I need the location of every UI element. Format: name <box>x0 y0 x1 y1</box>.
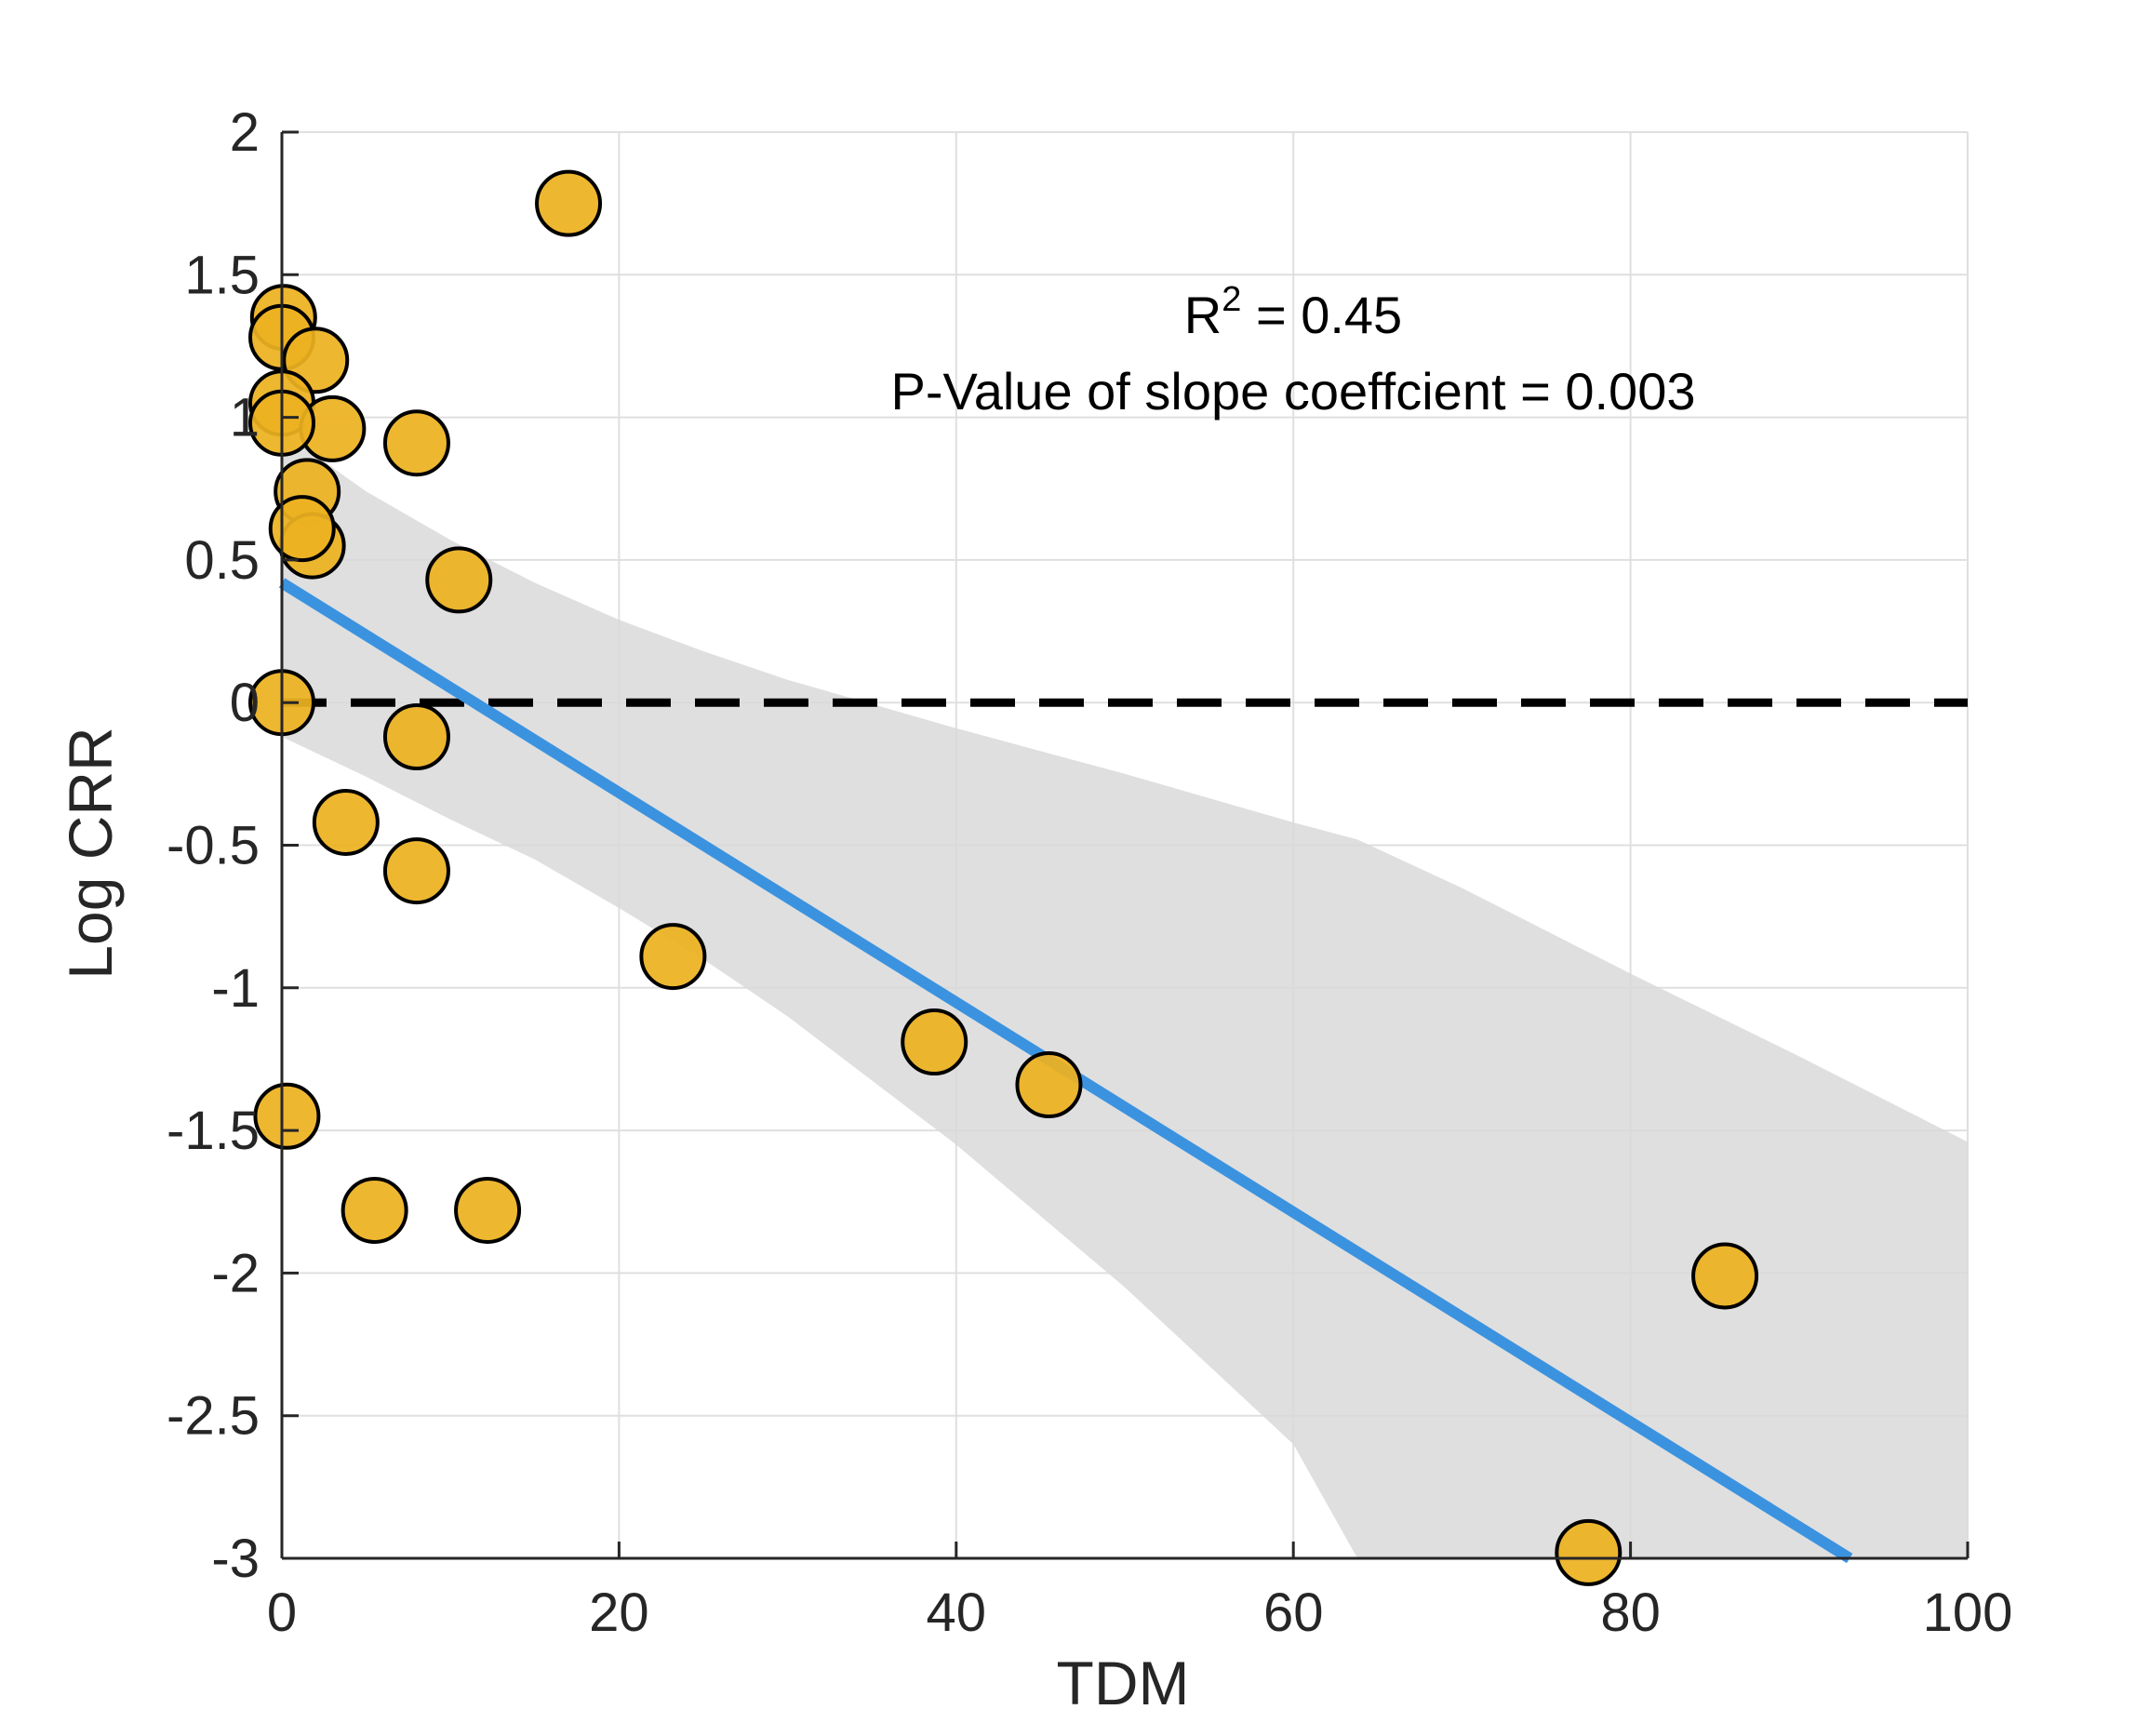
r2-superscript: 2 <box>1222 280 1241 319</box>
tick-labels: 0 20 40 60 80 100 -3 -2.5 -2 -1.5 -1 -0.5 0 0.5 1 1.5 2 <box>167 102 2012 1643</box>
y-axis-title: Log CRR <box>56 727 125 979</box>
data-point-23 <box>1555 1518 1623 1586</box>
data-point-20 <box>341 1176 408 1244</box>
data-point-22 <box>1691 1242 1759 1310</box>
annotation-r2: R2 = 0.45 <box>1184 280 1402 344</box>
x-tick-label-4: 80 <box>1600 1582 1661 1643</box>
data-point-10 <box>268 495 336 563</box>
data-point-16 <box>639 923 707 991</box>
data-points <box>248 169 1759 1586</box>
data-point-17 <box>901 1008 968 1076</box>
data-point-0 <box>535 169 603 237</box>
y-tick-label-8: 1 <box>230 388 260 448</box>
y-tick-label-7: 0.5 <box>184 530 260 591</box>
y-tick-label-6: 0 <box>230 673 260 733</box>
x-axis-title: TDM <box>1057 1649 1190 1717</box>
data-point-18 <box>1015 1051 1083 1119</box>
axes <box>280 130 1970 1560</box>
r2-value: = 0.45 <box>1241 286 1402 344</box>
x-tick-label-0: 0 <box>267 1582 297 1643</box>
confidence-band-group <box>282 431 1968 1558</box>
x-tick-label-3: 60 <box>1263 1582 1324 1643</box>
r2-label: R <box>1184 286 1222 344</box>
svg-text:R2 = 0.45: R2 = 0.45 <box>1184 280 1402 344</box>
confidence-band <box>282 431 1968 1558</box>
y-tick-label-2: -2 <box>211 1243 260 1303</box>
y-tick-label-1: -2.5 <box>167 1386 260 1447</box>
data-point-7 <box>382 409 450 477</box>
data-point-11 <box>425 546 493 614</box>
y-tick-label-3: -1.5 <box>167 1101 260 1161</box>
x-tick-label-2: 40 <box>927 1582 987 1643</box>
x-tick-label-1: 20 <box>589 1582 649 1643</box>
annotation-pvalue: P-Value of slope coeffcient = 0.003 <box>891 362 1696 421</box>
data-point-21 <box>454 1176 522 1244</box>
y-tick-label-10: 2 <box>230 102 260 163</box>
y-tick-label-5: -0.5 <box>167 816 260 876</box>
data-point-14 <box>312 788 380 856</box>
data-point-13 <box>382 702 450 770</box>
data-point-19 <box>253 1082 321 1150</box>
data-point-15 <box>382 837 450 905</box>
y-tick-label-0: -3 <box>211 1529 260 1589</box>
x-tick-label-5: 100 <box>1923 1582 2013 1643</box>
y-tick-label-4: -1 <box>211 958 260 1019</box>
y-tick-label-9: 1.5 <box>184 245 260 305</box>
